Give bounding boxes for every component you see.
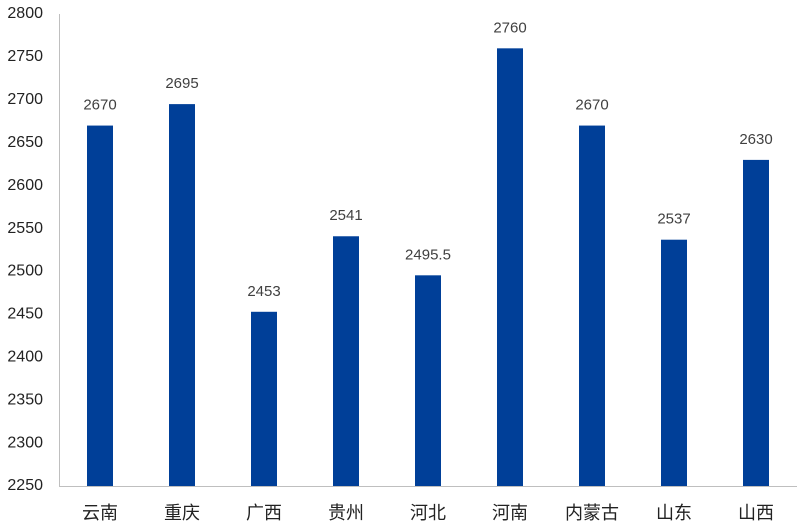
bar bbox=[497, 48, 523, 487]
value-label: 2630 bbox=[739, 131, 772, 148]
bar bbox=[743, 159, 769, 486]
value-label: 2541 bbox=[329, 207, 362, 224]
y-tick-label: 2250 bbox=[7, 477, 43, 494]
x-tick-label: 内蒙古 bbox=[565, 503, 619, 524]
bar bbox=[251, 311, 277, 486]
y-tick-label: 2300 bbox=[7, 434, 43, 451]
x-tick-label: 贵州 bbox=[328, 503, 364, 524]
y-tick-label: 2800 bbox=[7, 5, 43, 22]
y-tick-label: 2750 bbox=[7, 48, 43, 65]
bar bbox=[333, 236, 359, 486]
value-label: 2537 bbox=[657, 211, 690, 228]
x-tick-label: 重庆 bbox=[164, 503, 200, 524]
x-tick-label: 云南 bbox=[82, 503, 118, 524]
y-tick-label: 2650 bbox=[7, 134, 43, 151]
y-tick-label: 2550 bbox=[7, 220, 43, 237]
y-tick-label: 2600 bbox=[7, 177, 43, 194]
value-label: 2670 bbox=[83, 97, 116, 114]
value-label: 2695 bbox=[165, 75, 198, 92]
x-tick-label: 广西 bbox=[246, 503, 282, 524]
value-label: 2670 bbox=[575, 97, 608, 114]
x-tick-label: 山西 bbox=[738, 503, 774, 524]
value-label: 2495.5 bbox=[405, 246, 451, 263]
value-label: 2453 bbox=[247, 283, 280, 300]
value-label: 2760 bbox=[493, 19, 526, 36]
bar bbox=[169, 104, 195, 486]
y-tick-label: 2350 bbox=[7, 391, 43, 408]
y-tick-label: 2500 bbox=[7, 263, 43, 280]
bar bbox=[661, 239, 687, 486]
y-tick-label: 2400 bbox=[7, 348, 43, 365]
bar bbox=[415, 275, 441, 486]
x-tick-label: 山东 bbox=[656, 503, 692, 524]
bar bbox=[87, 125, 113, 487]
x-tick-label: 河北 bbox=[410, 503, 446, 524]
y-tick-label: 2450 bbox=[7, 306, 43, 323]
y-tick-label: 2700 bbox=[7, 91, 43, 108]
x-tick-label: 河南 bbox=[492, 503, 528, 524]
bar bbox=[579, 125, 605, 487]
